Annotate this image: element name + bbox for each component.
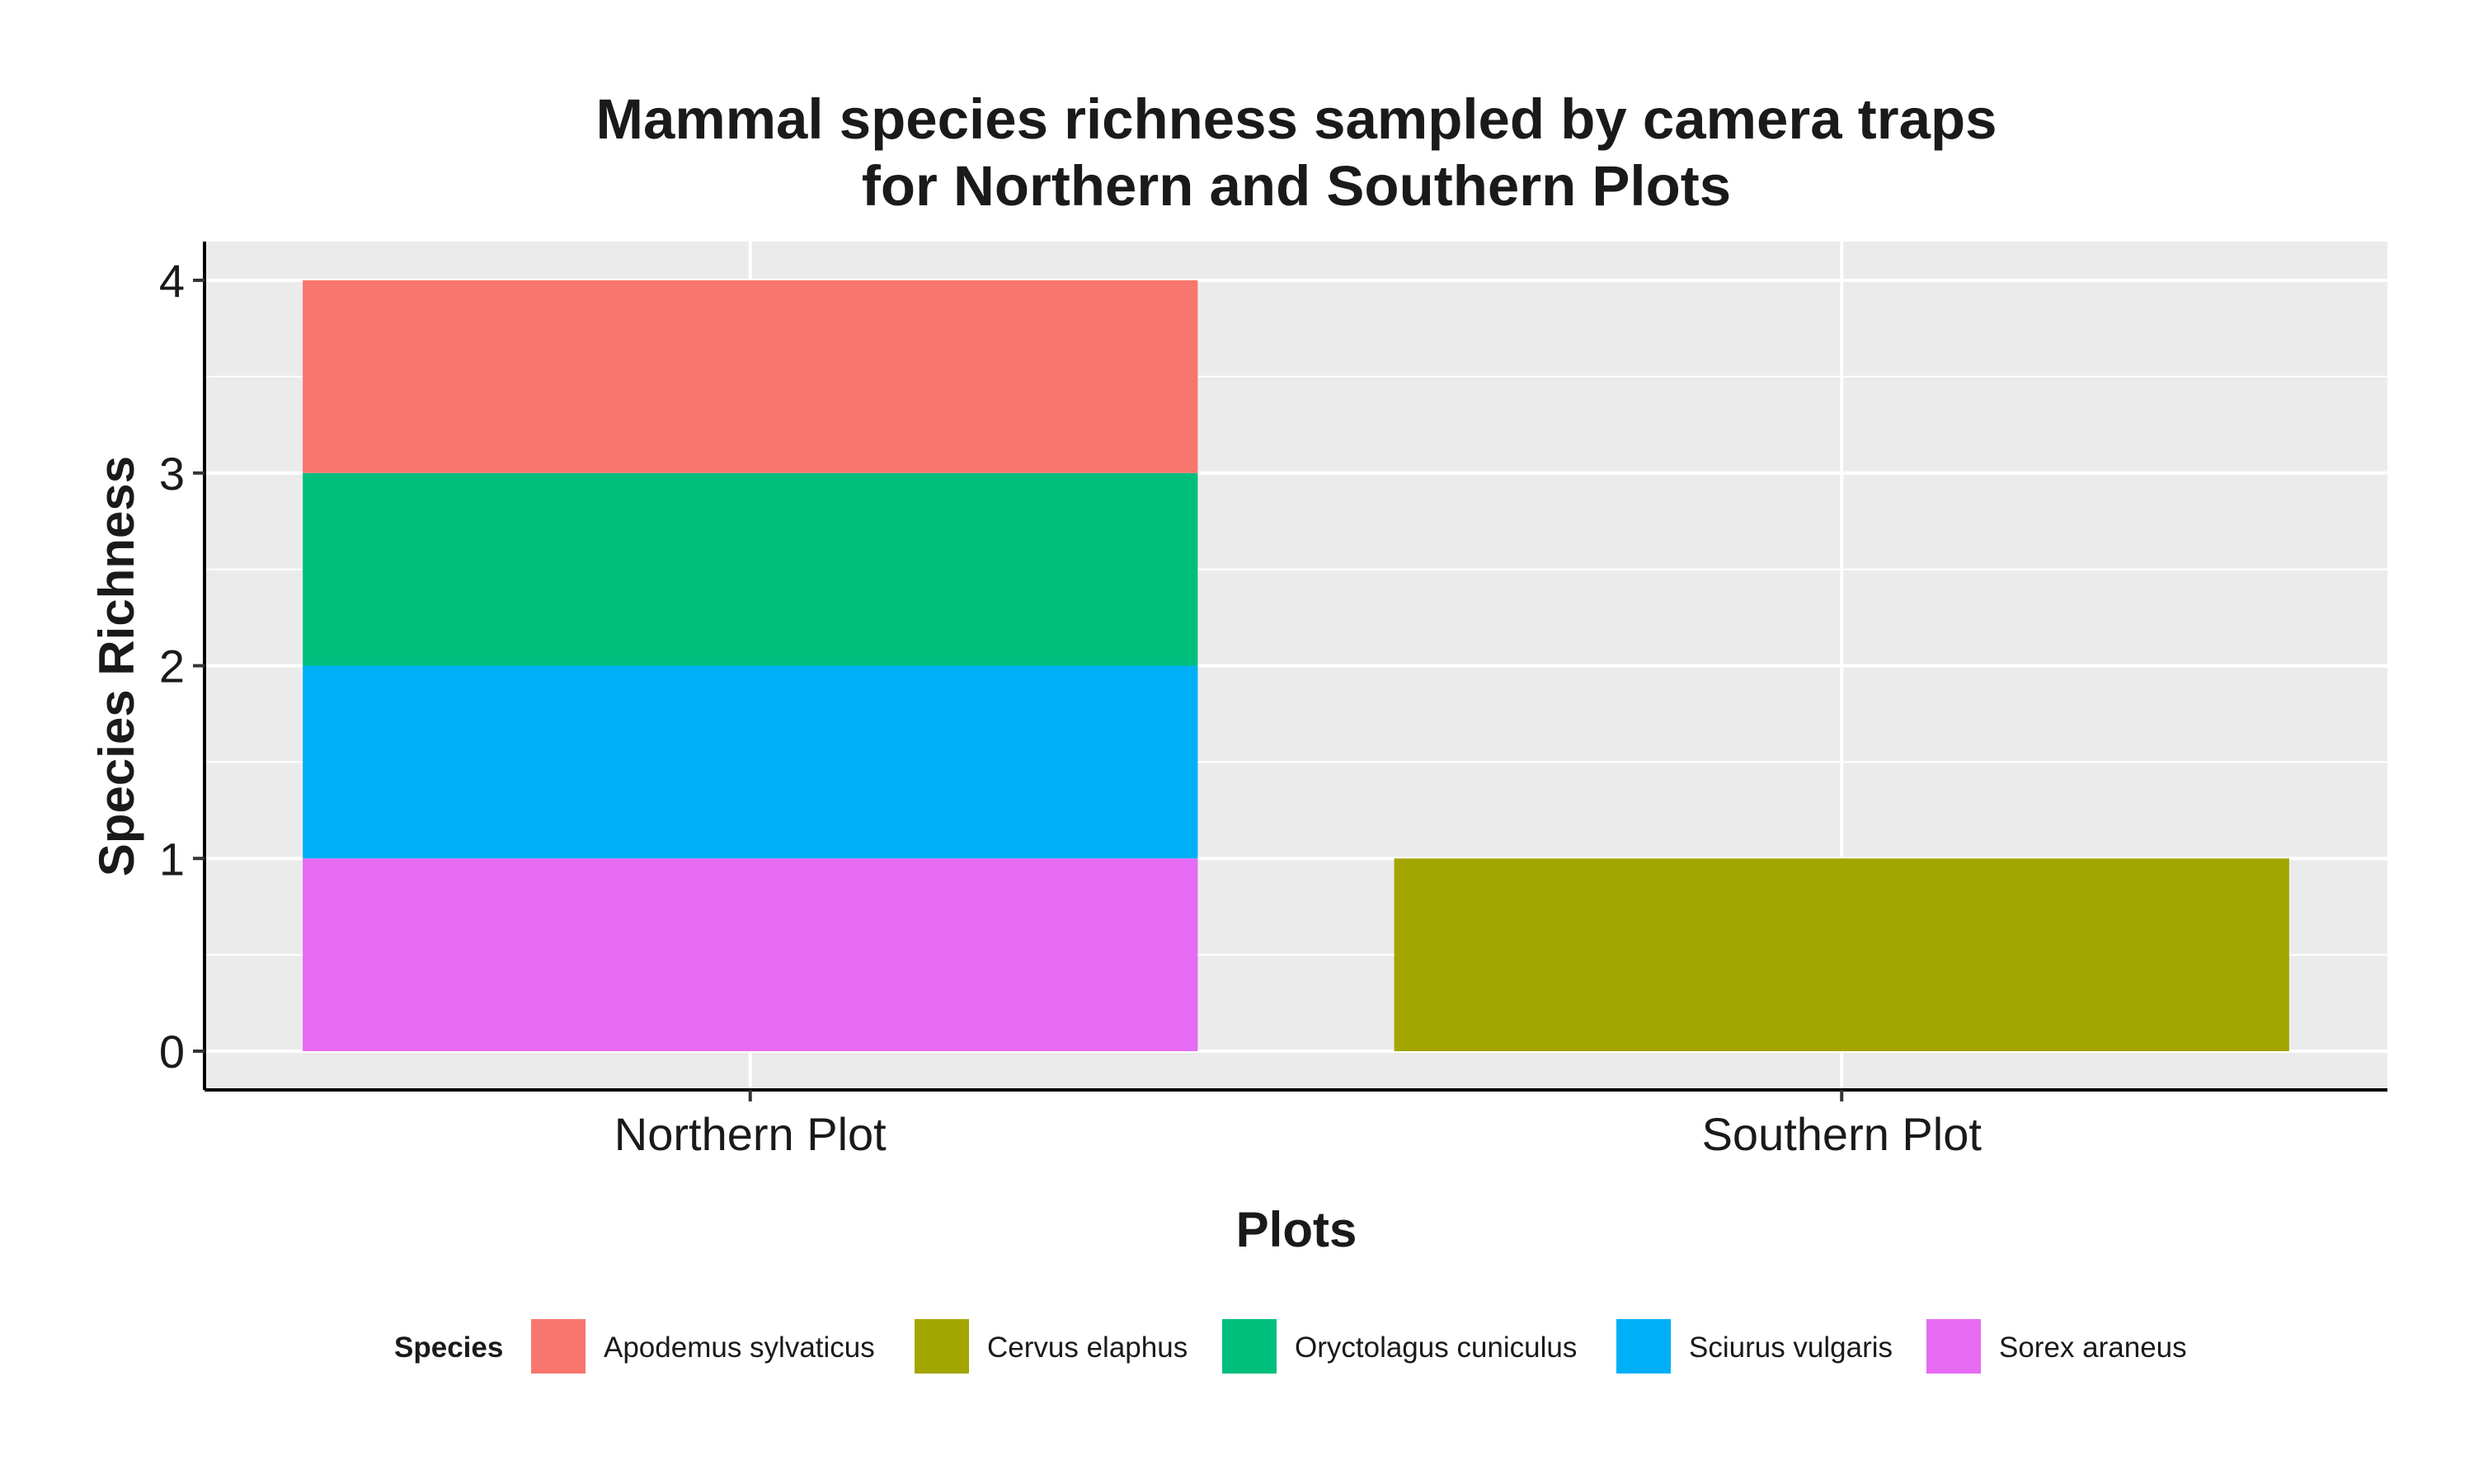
x-axis-title: Plots	[1236, 1202, 1357, 1257]
legend-label-apodemus-sylvaticus: Apodemus sylvaticus	[604, 1331, 875, 1364]
bar-northern-plot-apodemus-sylvaticus	[303, 280, 1198, 473]
x-tick-label: Southern Plot	[1702, 1108, 1982, 1160]
legend-key-sciurus-vulgaris	[1616, 1319, 1671, 1374]
legend-label-cervus-elaphus: Cervus elaphus	[987, 1331, 1188, 1364]
x-ticks: Northern Plot Southern Plot	[614, 1090, 1982, 1160]
legend: Species Apodemus sylvaticus Cervus elaphu…	[394, 1319, 2187, 1374]
y-tick-label: 1	[159, 833, 185, 885]
legend-key-apodemus-sylvaticus	[531, 1319, 586, 1374]
y-tick-label: 0	[159, 1026, 185, 1078]
legend-label-sorex-araneus: Sorex araneus	[1999, 1331, 2187, 1364]
y-tick-label: 3	[159, 448, 185, 500]
bar-southern-plot-cervus-elaphus	[1394, 858, 2289, 1051]
bars	[303, 280, 2289, 1051]
chart-title-line-1: Mammal species richness sampled by camer…	[595, 87, 1997, 151]
y-ticks: 0 1 2 3 4	[159, 255, 205, 1078]
legend-title: Species	[394, 1331, 503, 1364]
y-axis-title: Species Richness	[89, 456, 144, 876]
bar-northern-plot-oryctolagus-cuniculus	[303, 472, 1198, 666]
legend-label-oryctolagus-cuniculus: Oryctolagus cuniculus	[1295, 1331, 1577, 1364]
legend-key-cervus-elaphus	[915, 1319, 969, 1374]
bar-northern-plot-sorex-araneus	[303, 858, 1198, 1051]
x-tick-label: Northern Plot	[614, 1108, 887, 1160]
legend-key-oryctolagus-cuniculus	[1222, 1319, 1277, 1374]
bar-northern-plot-sciurus-vulgaris	[303, 665, 1198, 859]
legend-label-sciurus-vulgaris: Sciurus vulgaris	[1689, 1331, 1893, 1364]
chart-title-line-2: for Northern and Southern Plots	[862, 154, 1731, 218]
legend-key-sorex-araneus	[1926, 1319, 1981, 1374]
y-tick-label: 2	[159, 641, 185, 693]
y-tick-label: 4	[159, 255, 185, 307]
